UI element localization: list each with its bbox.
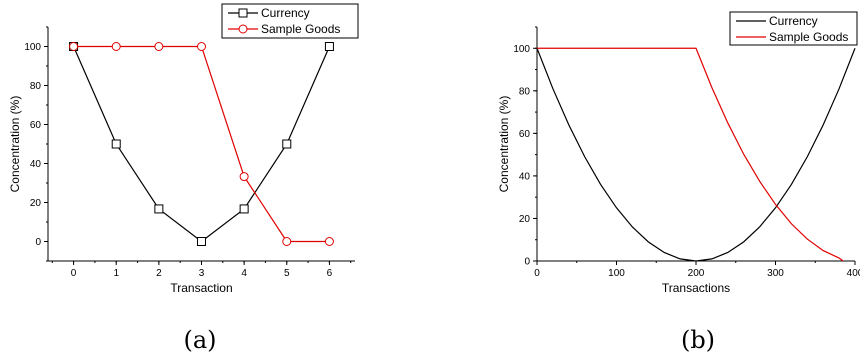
data-point: [197, 237, 206, 246]
x-tick-label: 0: [534, 268, 540, 279]
x-tick-label: 100: [608, 268, 625, 279]
data-point: [111, 42, 121, 51]
legend: Currency Sample Goods: [221, 3, 359, 39]
legend-label: Currency: [261, 6, 310, 20]
data-point: [69, 42, 79, 51]
series-line-1: [537, 47, 844, 262]
data-point: [197, 42, 206, 51]
y-tick-label: 0: [35, 237, 41, 248]
x-tick-label: 4: [241, 268, 247, 279]
data-point: [154, 42, 164, 51]
y-tick-label: 60: [519, 129, 531, 140]
legend-label: Sample Goods: [261, 22, 340, 36]
x-tick-label: 200: [688, 268, 705, 279]
y-tick-label: 100: [24, 42, 41, 53]
legend-swatch-marker: [238, 24, 248, 34]
series-line-0: [536, 48, 856, 262]
data-point: [239, 204, 249, 214]
x-tick-label: 2: [156, 268, 162, 279]
x-tick-label: 6: [327, 268, 333, 279]
y-tick-label: 40: [519, 171, 531, 182]
data-point: [282, 139, 292, 149]
chart-a: 0 1 2 3 4 5 6020406080100TransactionConcentrat…: [8, 3, 359, 354]
data-point: [154, 204, 164, 214]
legend: Currency Sample Goods: [729, 11, 858, 46]
y-tick-label: 100: [513, 44, 530, 55]
x-tick-label: 3: [199, 268, 205, 279]
figure-caption: (a): [183, 326, 216, 354]
data-point: [324, 237, 334, 246]
figure-caption: (b): [681, 326, 715, 354]
y-axis-label: Concentration (%): [497, 96, 511, 193]
x-axis-label: Transactions: [662, 281, 730, 295]
y-tick-label: 80: [30, 81, 42, 92]
x-tick-label: 300: [767, 268, 784, 279]
legend-swatch-marker: [238, 8, 248, 18]
chart-b: 0 100 200 300 400 0 20 40 60 80 100 Transactions Con…: [497, 11, 860, 354]
data-point: [324, 42, 334, 51]
legend-label: Currency: [769, 14, 818, 28]
data-point: [282, 237, 292, 246]
x-tick-label: 5: [284, 268, 290, 279]
legend-box: [729, 11, 858, 46]
data-point: [111, 139, 121, 149]
x-tick-label: 1: [113, 268, 119, 279]
y-tick-label: 80: [519, 86, 531, 97]
y-tick-label: 0: [524, 257, 530, 268]
data-point: [239, 172, 249, 182]
y-tick-label: 20: [30, 198, 42, 209]
x-tick-label: 400: [847, 268, 860, 279]
y-tick-label: 20: [519, 214, 531, 225]
x-axis-label: Transaction: [170, 281, 232, 295]
x-tick-label: 0: [71, 268, 77, 279]
y-axis-label: Concentration (%): [8, 96, 22, 193]
y-tick-label: 40: [30, 159, 42, 170]
legend-label: Sample Goods: [769, 30, 848, 44]
y-tick-label: 60: [30, 120, 42, 131]
